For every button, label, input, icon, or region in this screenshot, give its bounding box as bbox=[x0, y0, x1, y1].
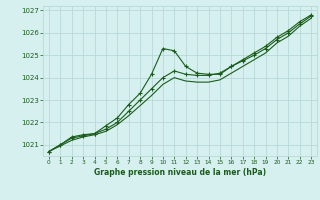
X-axis label: Graphe pression niveau de la mer (hPa): Graphe pression niveau de la mer (hPa) bbox=[94, 168, 266, 177]
